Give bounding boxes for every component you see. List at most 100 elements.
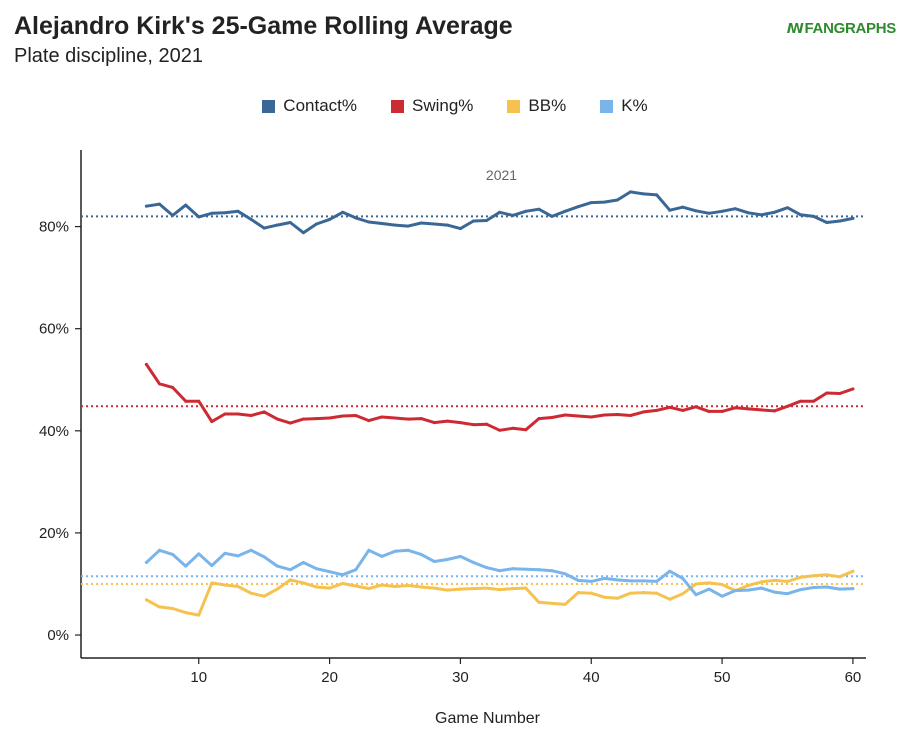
data-point-bb-pct [838, 575, 842, 579]
data-point-bb-pct [367, 587, 371, 591]
data-point-swing-pct [812, 399, 816, 403]
data-point-swing-pct [171, 385, 175, 389]
data-point-contact-pct [733, 207, 737, 211]
data-point-k-pct [445, 557, 449, 561]
data-point-k-pct [668, 569, 672, 573]
data-point-swing-pct [825, 391, 829, 395]
data-point-swing-pct [249, 413, 253, 417]
data-point-k-pct [576, 578, 580, 582]
x-tick-label: 50 [714, 669, 731, 686]
data-point-swing-pct [615, 412, 619, 416]
data-point-swing-pct [602, 413, 606, 417]
data-point-contact-pct [328, 217, 332, 221]
data-point-bb-pct [262, 594, 266, 598]
data-point-swing-pct [511, 426, 515, 430]
data-point-bb-pct [498, 588, 502, 592]
data-point-swing-pct [341, 414, 345, 418]
data-point-bb-pct [458, 587, 462, 591]
data-point-contact-pct [301, 231, 305, 235]
data-point-bb-pct [354, 584, 358, 588]
data-point-bb-pct [445, 588, 449, 592]
data-point-bb-pct [315, 585, 318, 589]
data-point-contact-pct [589, 201, 593, 205]
data-point-contact-pct [563, 209, 567, 213]
chart-title: Alejandro Kirk's 25-Game Rolling Average [14, 12, 513, 40]
data-point-swing-pct [694, 405, 698, 409]
data-point-bb-pct [275, 587, 279, 591]
data-point-contact-pct [171, 213, 175, 217]
data-point-k-pct [432, 560, 436, 564]
legend-label: BB% [528, 96, 567, 115]
data-point-k-pct [197, 552, 201, 556]
data-point-k-pct [393, 549, 397, 553]
x-tick-label: 20 [321, 669, 338, 686]
data-point-swing-pct [642, 410, 646, 414]
data-point-contact-pct [275, 223, 279, 227]
data-point-bb-pct [406, 584, 410, 588]
data-point-k-pct [812, 586, 816, 590]
data-point-k-pct [511, 567, 515, 571]
data-point-contact-pct [210, 211, 214, 215]
data-point-bb-pct [799, 575, 803, 579]
data-point-contact-pct [406, 224, 410, 228]
data-point-swing-pct [301, 417, 305, 421]
data-point-bb-pct [786, 579, 789, 583]
data-point-bb-pct [707, 581, 711, 585]
data-point-k-pct [655, 579, 659, 583]
data-point-contact-pct [236, 209, 240, 213]
data-point-k-pct [288, 568, 292, 572]
x-tick-label: 60 [845, 669, 862, 686]
data-point-contact-pct [249, 217, 253, 221]
data-point-k-pct [144, 561, 148, 565]
legend-label: Contact% [283, 96, 357, 115]
data-point-swing-pct [681, 408, 685, 412]
data-point-bb-pct [341, 581, 345, 585]
data-point-contact-pct [707, 211, 711, 215]
data-point-k-pct [733, 589, 737, 593]
data-point-contact-pct [262, 226, 266, 230]
data-point-bb-pct [655, 591, 659, 595]
legend-item: Contact% [262, 96, 357, 116]
data-point-k-pct [171, 552, 175, 556]
data-point-k-pct [341, 573, 345, 577]
y-tick-label: 60% [39, 321, 69, 338]
data-point-bb-pct [472, 587, 475, 591]
y-tick-label: 0% [47, 627, 69, 644]
data-point-swing-pct [236, 412, 240, 416]
legend-label: Swing% [412, 96, 474, 115]
x-axis-label: Game Number [435, 710, 541, 727]
data-point-contact-pct [746, 211, 750, 215]
data-point-swing-pct [210, 420, 214, 424]
data-point-k-pct [851, 587, 855, 591]
data-point-bb-pct [158, 605, 161, 609]
data-point-contact-pct [629, 190, 632, 194]
data-point-contact-pct [458, 227, 462, 231]
data-point-k-pct [524, 567, 528, 571]
data-point-swing-pct [524, 428, 528, 432]
data-point-swing-pct [367, 419, 371, 423]
data-point-k-pct [458, 554, 462, 558]
data-point-bb-pct [171, 606, 175, 610]
data-point-swing-pct [419, 417, 423, 421]
data-point-contact-pct [812, 214, 816, 218]
data-point-contact-pct [720, 209, 724, 213]
data-point-swing-pct [144, 362, 148, 366]
data-point-swing-pct [707, 409, 711, 413]
data-point-k-pct [799, 588, 803, 592]
data-point-bb-pct [550, 601, 554, 605]
data-point-contact-pct [144, 204, 148, 208]
data-point-swing-pct [589, 415, 593, 419]
legend-swatch [507, 99, 521, 113]
data-point-bb-pct [223, 583, 227, 587]
data-point-swing-pct [223, 412, 227, 416]
data-point-k-pct [406, 548, 410, 552]
x-tick-label: 10 [190, 669, 207, 686]
chart-subtitle: Plate discipline, 2021 [14, 45, 204, 67]
x-tick-label: 30 [452, 669, 469, 686]
data-point-contact-pct [498, 210, 502, 214]
data-point-k-pct [485, 566, 489, 570]
data-point-swing-pct [576, 414, 580, 418]
legend-item: BB% [507, 96, 566, 116]
data-point-bb-pct [720, 582, 724, 586]
